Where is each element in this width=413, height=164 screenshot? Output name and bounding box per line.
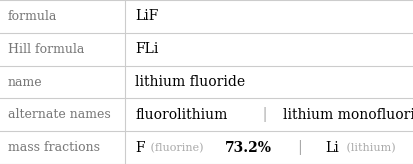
Text: FLi: FLi [135,42,158,56]
Text: |: | [285,140,316,155]
Text: lithium monofluoride: lithium monofluoride [282,108,413,122]
Text: lithium fluoride: lithium fluoride [135,75,244,89]
Text: |: | [254,107,275,122]
Text: Li: Li [325,141,338,155]
Text: 73.2%: 73.2% [224,141,271,155]
Text: (lithium): (lithium) [342,143,398,153]
Text: Hill formula: Hill formula [8,43,84,56]
Text: alternate names: alternate names [8,108,111,121]
Text: name: name [8,75,43,89]
Text: formula: formula [8,10,57,23]
Text: (fluorine): (fluorine) [147,143,207,153]
Text: mass fractions: mass fractions [8,141,100,154]
Text: fluorolithium: fluorolithium [135,108,227,122]
Text: F: F [135,141,144,155]
Text: LiF: LiF [135,9,158,23]
